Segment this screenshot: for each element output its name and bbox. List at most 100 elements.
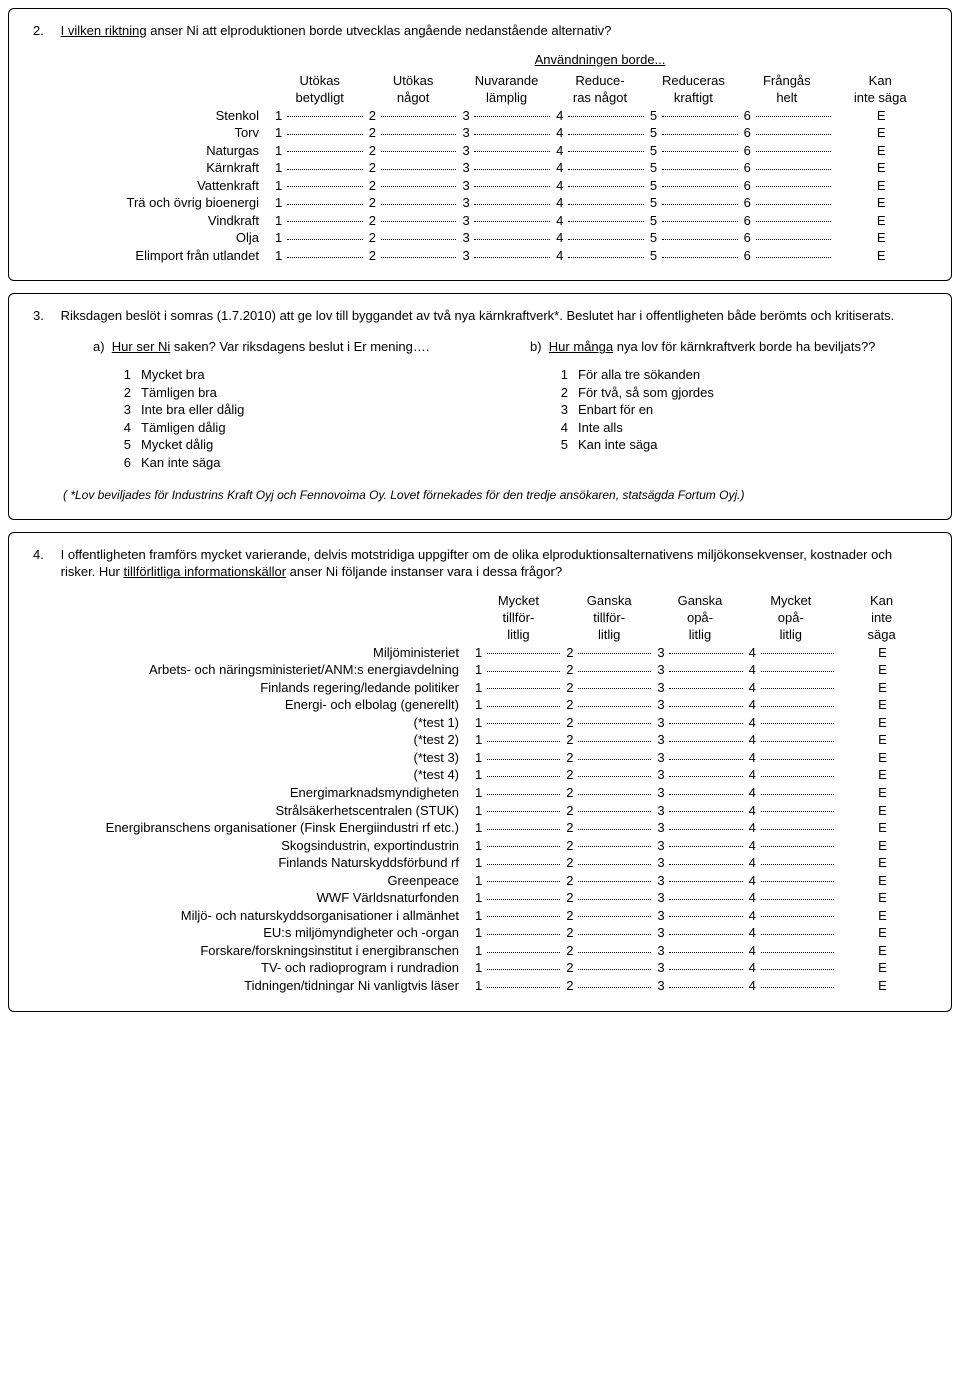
scale-option[interactable]: 4 [554, 212, 648, 230]
scale-option[interactable]: 4 [747, 907, 838, 925]
scale-option[interactable]: 2 [367, 177, 461, 195]
scale-option[interactable]: 2 [367, 247, 461, 265]
option-row[interactable]: 3Enbart för en [554, 401, 927, 419]
scale-option[interactable]: 4 [747, 837, 838, 855]
scale-option[interactable]: 3 [460, 107, 554, 125]
scale-option[interactable]: 1 [473, 924, 564, 942]
scale-option[interactable]: E [838, 714, 927, 732]
option-row[interactable]: 4Tämligen dålig [117, 419, 490, 437]
scale-option[interactable]: 3 [655, 766, 746, 784]
scale-option[interactable]: E [838, 731, 927, 749]
scale-option[interactable]: E [838, 889, 927, 907]
scale-option[interactable]: 1 [273, 194, 367, 212]
scale-option[interactable]: 3 [655, 977, 746, 995]
scale-option[interactable]: 1 [473, 854, 564, 872]
scale-option[interactable]: 3 [655, 942, 746, 960]
scale-option[interactable]: 5 [648, 159, 742, 177]
scale-option[interactable]: E [838, 959, 927, 977]
scale-option[interactable]: 2 [564, 942, 655, 960]
scale-option[interactable]: 2 [564, 889, 655, 907]
scale-option[interactable]: 6 [742, 247, 836, 265]
scale-option[interactable]: 1 [273, 159, 367, 177]
scale-option[interactable]: 4 [747, 661, 838, 679]
scale-option[interactable]: E [835, 177, 927, 195]
scale-option[interactable]: 4 [554, 229, 648, 247]
scale-option[interactable]: 2 [367, 212, 461, 230]
scale-option[interactable]: 4 [747, 872, 838, 890]
scale-option[interactable]: 1 [473, 661, 564, 679]
scale-option[interactable]: 1 [473, 942, 564, 960]
scale-option[interactable]: 4 [747, 819, 838, 837]
scale-option[interactable]: 6 [742, 212, 836, 230]
option-row[interactable]: 2Tämligen bra [117, 384, 490, 402]
scale-option[interactable]: 3 [655, 854, 746, 872]
scale-option[interactable]: 3 [655, 802, 746, 820]
scale-option[interactable]: E [838, 819, 927, 837]
scale-option[interactable]: 1 [273, 229, 367, 247]
scale-option[interactable]: 1 [473, 766, 564, 784]
scale-option[interactable]: E [838, 661, 927, 679]
scale-option[interactable]: 3 [460, 159, 554, 177]
scale-option[interactable]: 1 [473, 819, 564, 837]
scale-option[interactable]: 1 [473, 959, 564, 977]
option-row[interactable]: 1Mycket bra [117, 366, 490, 384]
scale-option[interactable]: 6 [742, 107, 836, 125]
scale-option[interactable]: 1 [473, 802, 564, 820]
scale-option[interactable]: 1 [473, 731, 564, 749]
scale-option[interactable]: 4 [747, 714, 838, 732]
scale-option[interactable]: 1 [473, 977, 564, 995]
scale-option[interactable]: E [838, 802, 927, 820]
scale-option[interactable]: 5 [648, 212, 742, 230]
option-row[interactable]: 2För två, så som gjordes [554, 384, 927, 402]
scale-option[interactable]: 6 [742, 194, 836, 212]
scale-option[interactable]: 2 [564, 819, 655, 837]
scale-option[interactable]: 1 [273, 124, 367, 142]
scale-option[interactable]: E [838, 924, 927, 942]
scale-option[interactable]: 2 [564, 749, 655, 767]
scale-option[interactable]: 3 [655, 784, 746, 802]
scale-option[interactable]: 4 [747, 766, 838, 784]
scale-option[interactable]: 4 [747, 959, 838, 977]
scale-option[interactable]: E [835, 229, 927, 247]
scale-option[interactable]: 4 [554, 194, 648, 212]
scale-option[interactable]: 4 [747, 696, 838, 714]
scale-option[interactable]: 2 [564, 907, 655, 925]
scale-option[interactable]: E [835, 107, 927, 125]
scale-option[interactable]: 3 [460, 229, 554, 247]
scale-option[interactable]: E [838, 696, 927, 714]
scale-option[interactable]: 2 [564, 714, 655, 732]
scale-option[interactable]: 3 [460, 194, 554, 212]
scale-option[interactable]: 2 [367, 194, 461, 212]
scale-option[interactable]: 1 [273, 107, 367, 125]
scale-option[interactable]: 5 [648, 177, 742, 195]
scale-option[interactable]: 4 [554, 142, 648, 160]
scale-option[interactable]: 3 [460, 142, 554, 160]
scale-option[interactable]: E [838, 784, 927, 802]
option-row[interactable]: 4Inte alls [554, 419, 927, 437]
scale-option[interactable]: 4 [747, 784, 838, 802]
scale-option[interactable]: 3 [460, 177, 554, 195]
scale-option[interactable]: 3 [655, 872, 746, 890]
scale-option[interactable]: E [838, 837, 927, 855]
option-row[interactable]: 3Inte bra eller dålig [117, 401, 490, 419]
scale-option[interactable]: 6 [742, 142, 836, 160]
option-row[interactable]: 5Kan inte säga [554, 436, 927, 454]
option-row[interactable]: 6Kan inte säga [117, 454, 490, 472]
scale-option[interactable]: 2 [564, 661, 655, 679]
scale-option[interactable]: 2 [564, 766, 655, 784]
scale-option[interactable]: 2 [564, 802, 655, 820]
scale-option[interactable]: E [835, 159, 927, 177]
scale-option[interactable]: 2 [564, 837, 655, 855]
scale-option[interactable]: 5 [648, 247, 742, 265]
scale-option[interactable]: 4 [747, 854, 838, 872]
scale-option[interactable]: 1 [273, 247, 367, 265]
scale-option[interactable]: E [835, 124, 927, 142]
scale-option[interactable]: 4 [747, 977, 838, 995]
scale-option[interactable]: 1 [273, 177, 367, 195]
scale-option[interactable]: E [838, 907, 927, 925]
scale-option[interactable]: 2 [367, 142, 461, 160]
scale-option[interactable]: 5 [648, 124, 742, 142]
scale-option[interactable]: 5 [648, 107, 742, 125]
scale-option[interactable]: E [838, 644, 927, 662]
scale-option[interactable]: E [838, 749, 927, 767]
